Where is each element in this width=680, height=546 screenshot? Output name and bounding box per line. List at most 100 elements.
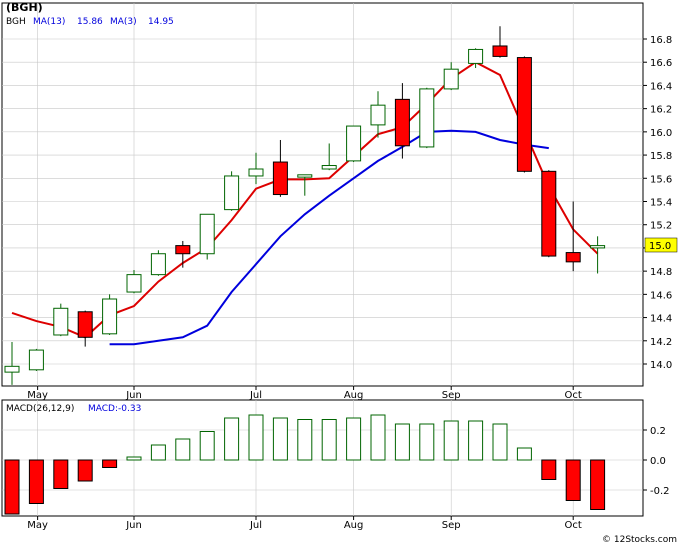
candle-up — [150, 250, 166, 276]
macd-y-tick-label: 0.0 — [650, 456, 666, 467]
candle-up — [346, 125, 362, 163]
candle-body — [150, 253, 166, 276]
macd-bar-positive — [175, 438, 191, 461]
macd-bar-negative — [541, 459, 557, 480]
legend-ma3-label: MA(3) — [110, 17, 137, 27]
price-y-tick-label: 14.8 — [650, 267, 672, 278]
macd-bar-negative — [4, 459, 20, 515]
macd-x-tick-label: Aug — [344, 520, 364, 531]
candle-body — [516, 57, 532, 172]
last-price-label: 15.0 — [649, 241, 671, 252]
macd-bars — [4, 414, 606, 515]
candle-up — [443, 62, 459, 91]
candle-down — [565, 201, 581, 272]
candle-down — [272, 139, 288, 197]
candle-body — [492, 45, 508, 57]
macd-y-tick-label: -0.2 — [650, 486, 670, 497]
price-x-tick-label: May — [27, 390, 48, 401]
candle-body — [224, 175, 240, 211]
candles — [4, 26, 606, 385]
price-y-tick-label: 15.2 — [650, 221, 672, 232]
macd-bar-positive — [492, 423, 508, 461]
price-y-tick-label: 16.8 — [650, 35, 672, 46]
legend-ma13-value: 15.86 — [77, 17, 103, 27]
candle-up — [248, 152, 264, 185]
candle-up — [468, 48, 484, 69]
candle-down — [394, 83, 410, 159]
price-x-tick-label: Aug — [344, 390, 364, 401]
macd-bar-positive — [224, 417, 240, 461]
macd-legend-value: MACD:-0.33 — [88, 404, 141, 414]
candle-body — [394, 98, 410, 147]
price-y-tick-label: 14.0 — [650, 360, 672, 371]
candle-body — [565, 252, 581, 263]
ma13-line — [109, 129, 549, 346]
price-grid — [2, 3, 643, 386]
price-y-tick-label: 15.4 — [650, 198, 672, 209]
candle-body — [590, 245, 606, 249]
candle-body — [53, 307, 69, 336]
candle-up — [102, 294, 118, 335]
candle-body — [297, 174, 313, 178]
price-y-tick-label: 14.4 — [650, 314, 672, 325]
candle-body — [370, 104, 386, 126]
candle-up — [199, 213, 215, 260]
macd-y-tick-label: 0.2 — [650, 426, 666, 437]
candle-body — [248, 168, 264, 177]
price-y-axis: 14.0 14.2 14.4 14.6 14.8 15.0 15.2 15.4 15.6 15.8… — [643, 35, 672, 371]
macd-x-tick-label: Jun — [125, 520, 142, 531]
price-x-tick-label: Jul — [249, 390, 262, 401]
candle-up — [28, 348, 44, 371]
candle-up — [590, 236, 606, 274]
macd-bar-negative — [565, 459, 581, 501]
macd-bar-positive — [272, 417, 288, 461]
macd-bar-negative — [590, 459, 606, 510]
candle-body — [28, 349, 44, 371]
candle-up — [419, 87, 435, 149]
candle-body — [443, 68, 459, 90]
price-x-tick-label: Oct — [565, 390, 582, 401]
macd-bar-positive — [126, 456, 142, 461]
ma13-series — [109, 129, 549, 346]
macd-bar-negative — [77, 459, 93, 482]
legend-ma13-label: MA(13) — [33, 17, 65, 27]
macd-bar-positive — [321, 419, 337, 461]
price-y-tick-label: 14.6 — [650, 290, 672, 301]
candle-body — [102, 298, 118, 335]
candle-body — [199, 213, 215, 255]
candle-up — [370, 91, 386, 138]
candle-up — [4, 341, 20, 385]
macd-x-axis: May Jun Jul Aug Sep Oct — [27, 516, 582, 531]
candle-up — [224, 171, 240, 211]
candle-body — [4, 365, 20, 373]
price-y-tick-label: 15.8 — [650, 151, 672, 162]
legend-ma3-value: 14.95 — [148, 17, 174, 27]
macd-bar-positive — [468, 420, 484, 461]
price-y-tick-label: 16.2 — [650, 105, 672, 116]
macd-bar-negative — [53, 459, 69, 489]
candle-body — [77, 311, 93, 338]
macd-bar-positive — [516, 447, 532, 461]
candle-body — [175, 245, 191, 255]
macd-bar-positive — [394, 423, 410, 461]
price-y-tick-label: 16.6 — [650, 58, 672, 69]
macd-legend-label: MACD(26,12,9) — [6, 404, 74, 414]
candle-up — [126, 269, 142, 294]
macd-bar-negative — [102, 459, 118, 468]
price-y-tick-label: 15.6 — [650, 174, 672, 185]
price-y-tick-label: 16.0 — [650, 128, 672, 139]
macd-bar-positive — [370, 414, 386, 461]
candle-up — [53, 303, 69, 337]
candle-down — [77, 310, 93, 347]
candle-down — [516, 56, 532, 173]
macd-x-tick-label: Oct — [565, 520, 582, 531]
price-x-tick-label: Sep — [442, 390, 461, 401]
candle-body — [541, 170, 557, 257]
macd-x-tick-label: Jul — [249, 520, 262, 531]
candle-body — [321, 165, 337, 170]
price-x-tick-label: Jun — [125, 390, 142, 401]
macd-bar-positive — [346, 417, 362, 461]
candle-body — [468, 48, 484, 64]
price-x-axis: May Jun Jul Aug Sep Oct — [27, 386, 582, 401]
